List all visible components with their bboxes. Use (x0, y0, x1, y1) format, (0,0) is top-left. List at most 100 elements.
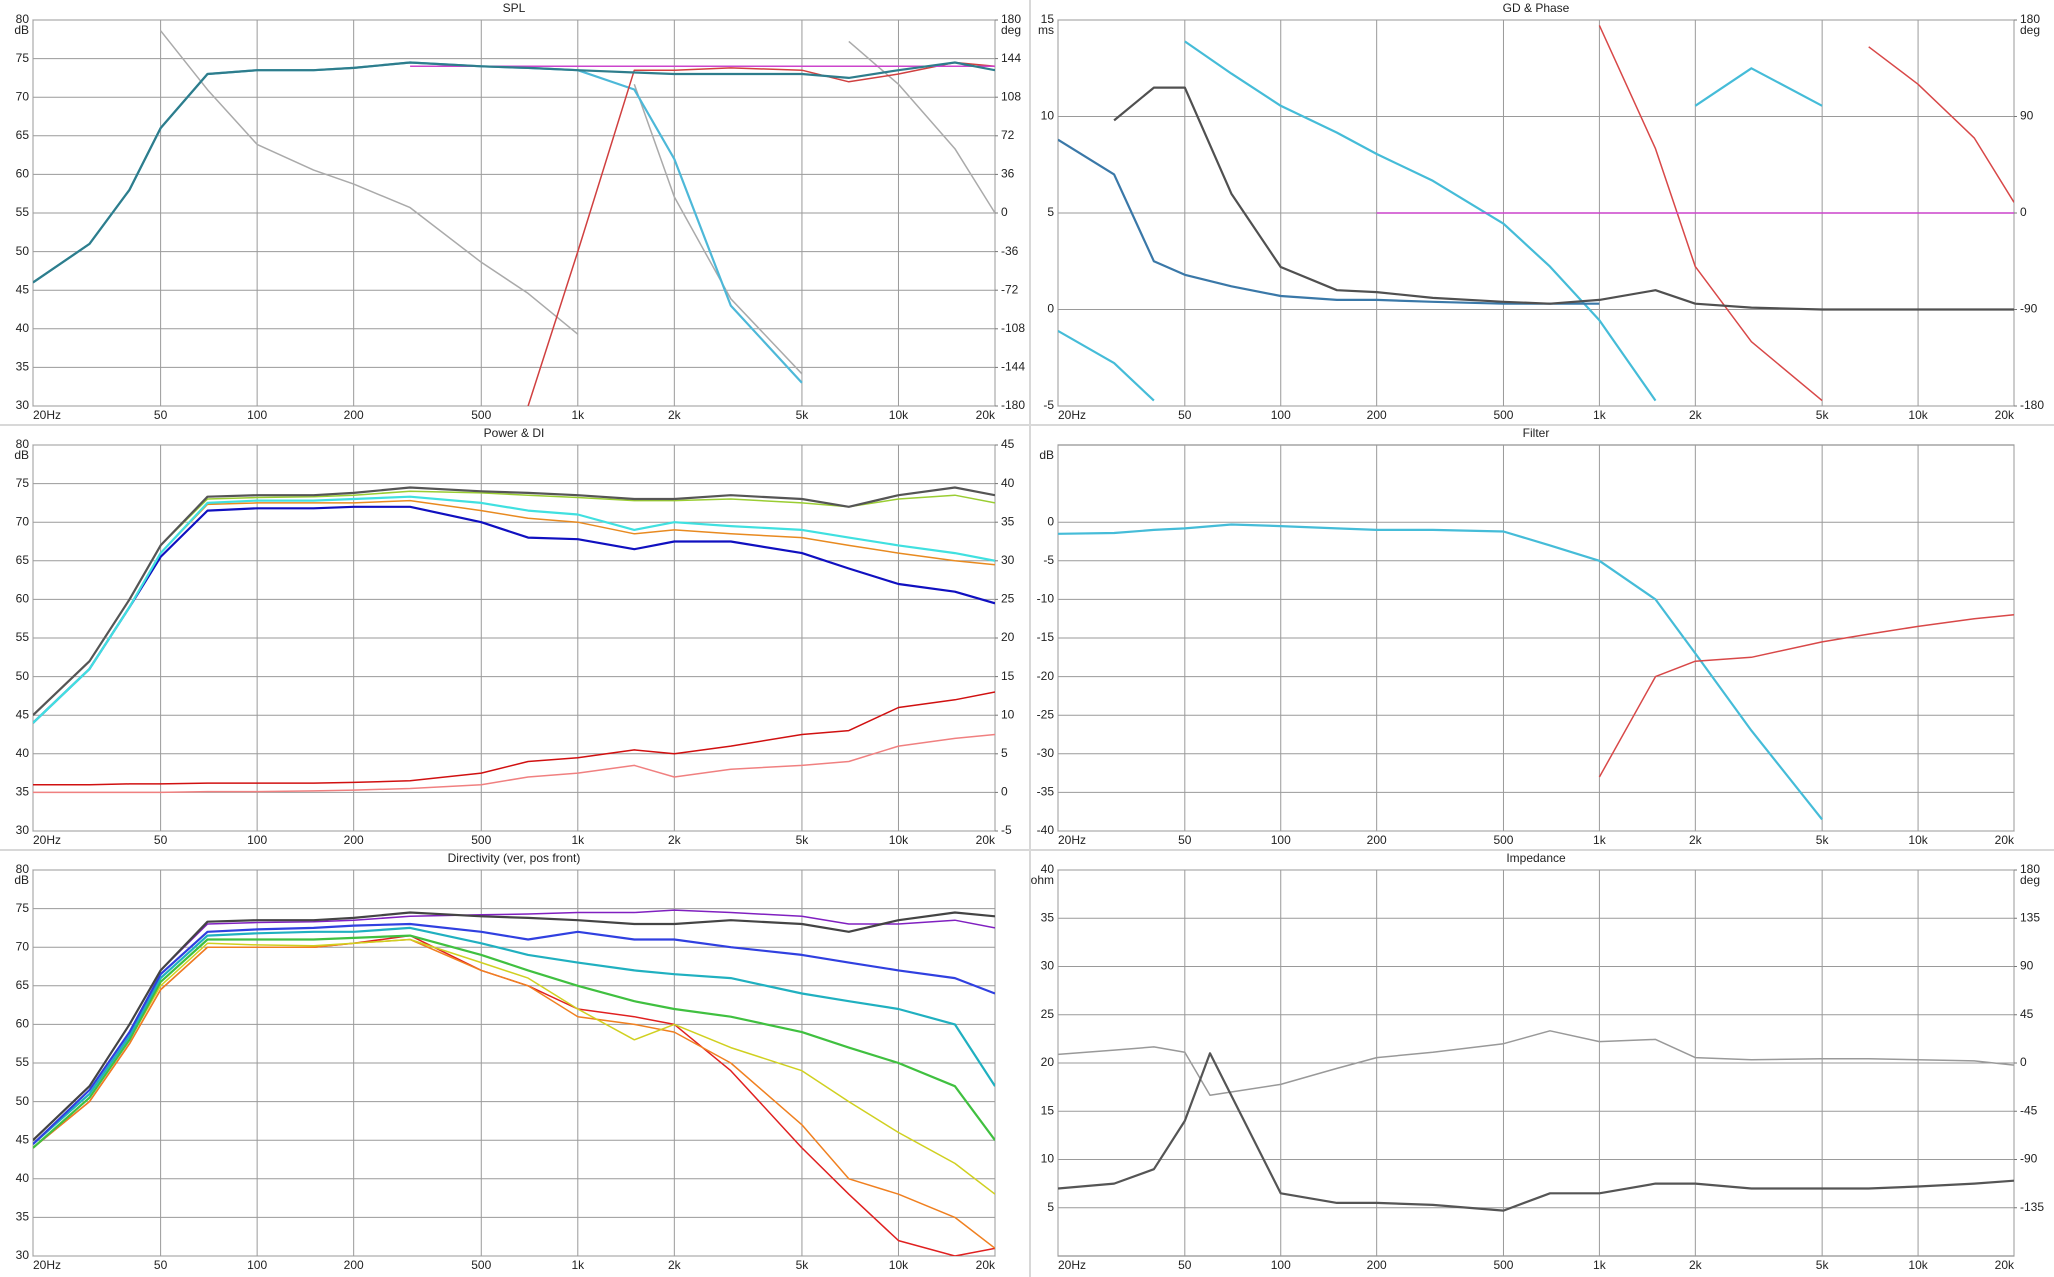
y2-tick-label: 40 (1001, 476, 1015, 490)
x-tick-label: 10k (889, 1258, 909, 1272)
y-tick-label: -5 (1043, 398, 1054, 412)
x-tick-label: 5k (1816, 1258, 1830, 1272)
y2-tick-label: -135 (2020, 1200, 2044, 1214)
x-tick-label: 100 (1271, 408, 1291, 422)
y2-unit-label: deg (1001, 23, 1021, 37)
y2-tick-label: 30 (1001, 553, 1015, 567)
y2-tick-label: 90 (2020, 109, 2034, 123)
x-tick-label: 5k (1816, 408, 1830, 422)
y-tick-label: 50 (16, 244, 30, 258)
y2-tick-label: 135 (2020, 910, 2040, 924)
y2-tick-label: 15 (1001, 669, 1015, 683)
y-tick-label: -40 (1037, 823, 1055, 837)
x-tick-label: 10k (1908, 1258, 1928, 1272)
y-tick-label: 40 (16, 746, 30, 760)
series-line (33, 61, 995, 284)
x-tick-label: 1k (571, 408, 585, 422)
y-tick-label: 45 (16, 282, 30, 296)
y-tick-label: 35 (16, 1210, 30, 1224)
x-tick-label: 500 (471, 1258, 491, 1272)
y2-tick-label: 25 (1001, 592, 1015, 606)
series-line (33, 691, 995, 786)
y-tick-label: 40 (1041, 862, 1055, 876)
x-tick-label: 50 (1178, 833, 1192, 847)
x-tick-label: 20Hz (33, 833, 61, 847)
separator (0, 424, 2054, 426)
y2-tick-label: -5 (1001, 823, 1012, 837)
x-tick-label: 5k (796, 408, 810, 422)
y2-tick-label: -45 (2020, 1103, 2038, 1117)
y-tick-label: 50 (16, 1094, 30, 1108)
series-line (1058, 1030, 2014, 1096)
x-tick-label: 1k (1593, 1258, 1607, 1272)
x-tick-label: 5k (796, 833, 810, 847)
series-line (33, 733, 995, 794)
series-line (1184, 40, 1657, 402)
y-tick-label: 70 (16, 514, 30, 528)
y-tick-label: -5 (1043, 553, 1054, 567)
y2-tick-label: 45 (1001, 437, 1015, 451)
y2-tick-label: 45 (2020, 1007, 2034, 1021)
y-tick-label: -25 (1037, 707, 1055, 721)
x-tick-label: 20Hz (33, 1258, 61, 1272)
y-tick-label: 15 (1041, 12, 1055, 26)
y2-tick-label: 180 (2020, 862, 2040, 876)
y2-tick-label: -36 (1001, 244, 1019, 258)
chart-title: Impedance (1506, 851, 1566, 865)
x-tick-label: 20Hz (1058, 833, 1086, 847)
y-tick-label: 55 (16, 630, 30, 644)
x-tick-label: 2k (1689, 408, 1703, 422)
y-tick-label: 45 (16, 707, 30, 721)
y2-tick-label: 0 (2020, 1055, 2027, 1069)
y2-tick-label: -72 (1001, 282, 1019, 296)
series-line (1598, 25, 1823, 402)
separator (1029, 0, 1031, 1277)
x-tick-label: 2k (1689, 833, 1703, 847)
y-tick-label: 75 (16, 51, 30, 65)
series-line (1058, 1052, 2014, 1212)
series-line (33, 922, 995, 1145)
y-tick-label: 45 (16, 1132, 30, 1146)
y2-tick-label: 36 (1001, 167, 1015, 181)
x-tick-label: 20Hz (33, 408, 61, 422)
y2-tick-label: 180 (2020, 12, 2040, 26)
y-tick-label: 40 (16, 1171, 30, 1185)
x-tick-label: 500 (1493, 408, 1513, 422)
y-unit-label: ohm (1031, 873, 1054, 887)
y-tick-label: 35 (16, 785, 30, 799)
y-unit-label: dB (14, 23, 29, 37)
y2-tick-label: -180 (1001, 398, 1025, 412)
series-line (1694, 67, 1823, 107)
x-tick-label: 1k (1593, 833, 1607, 847)
y-tick-label: 5 (1047, 205, 1054, 219)
series-line (633, 84, 803, 375)
y-tick-label: 75 (16, 901, 30, 915)
x-tick-label: 2k (668, 1258, 682, 1272)
y-tick-label: 60 (16, 167, 30, 181)
series-line (1058, 523, 1823, 821)
series-line (1058, 138, 1600, 305)
series-line (1113, 86, 2014, 311)
y-tick-label: 25 (1041, 1007, 1055, 1021)
y2-tick-label: 108 (1001, 89, 1021, 103)
y2-tick-label: 35 (1001, 514, 1015, 528)
y-tick-label: 0 (1047, 302, 1054, 316)
x-tick-label: 200 (344, 833, 364, 847)
series-line (33, 938, 995, 1249)
x-tick-label: 50 (154, 1258, 168, 1272)
x-tick-label: 50 (1178, 408, 1192, 422)
y-tick-label: 80 (16, 12, 30, 26)
y2-unit-label: deg (2020, 23, 2040, 37)
x-tick-label: 5k (1816, 833, 1830, 847)
y2-tick-label: 144 (1001, 51, 1021, 65)
x-tick-label: 1k (1593, 408, 1607, 422)
chart-title: Filter (1523, 426, 1550, 440)
y-tick-label: 10 (1041, 1152, 1055, 1166)
x-tick-label: 50 (154, 408, 168, 422)
y-tick-label: 0 (1047, 514, 1054, 528)
x-tick-label: 10k (889, 408, 909, 422)
y2-tick-label: 20 (1001, 630, 1015, 644)
y2-tick-label: -144 (1001, 360, 1025, 374)
series-line (848, 40, 995, 214)
